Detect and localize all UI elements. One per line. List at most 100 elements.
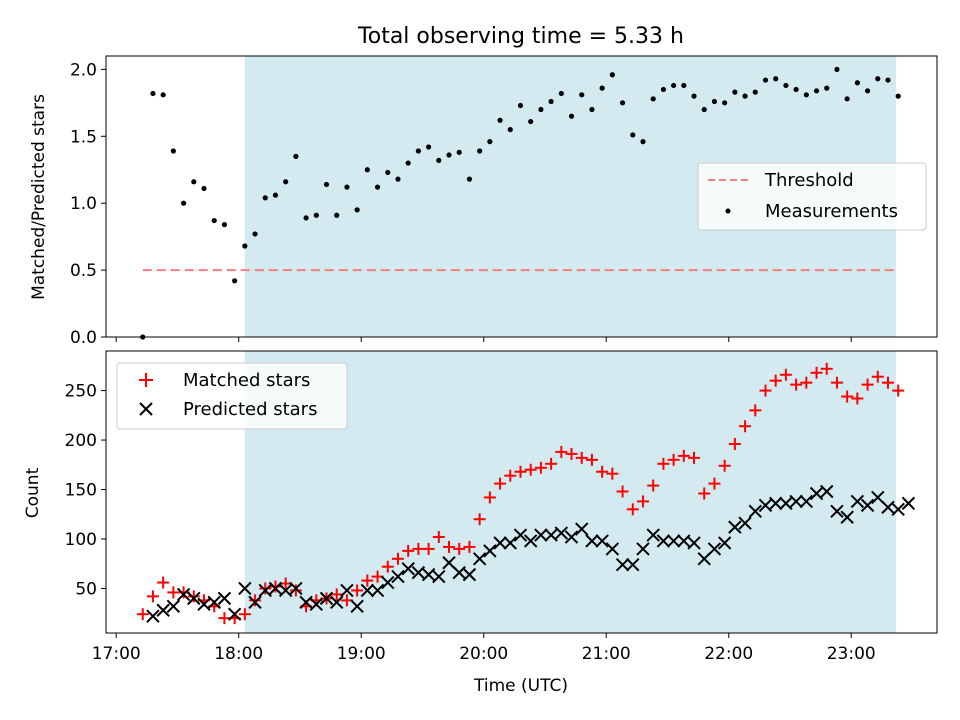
predicted-star-point (758, 498, 773, 513)
top-legend: Threshold Measurements (697, 162, 927, 231)
measurement-point (650, 96, 656, 102)
top-legend-box (697, 162, 927, 231)
matched-star-point (524, 463, 537, 476)
measurement-point (232, 278, 238, 284)
matched-star-point (851, 392, 864, 405)
matched-star-point (841, 390, 854, 403)
measurement-point (405, 160, 411, 166)
predicted-star-point (513, 528, 528, 542)
measurement-point (813, 88, 820, 94)
predicted-star-point (472, 552, 487, 566)
predicted-star-point (901, 496, 916, 511)
matched-star-point (534, 461, 547, 474)
predicted-star-point (156, 603, 170, 617)
legend-threshold-label: Threshold (764, 170, 854, 191)
matched-star-point (759, 384, 772, 397)
matched-star-point (698, 487, 711, 500)
legend-measurement-label: Measurements (765, 201, 898, 222)
predicted-star-point (360, 583, 375, 598)
predicted-star-point (646, 528, 660, 542)
predicted-star-point (534, 528, 548, 542)
measurement-point (487, 139, 493, 145)
predicted-star-point (850, 494, 865, 509)
measurement-point (364, 167, 370, 173)
matched-star-point (167, 586, 180, 599)
matched-star-point (381, 560, 394, 573)
matched-star-point (636, 495, 649, 508)
legend-measurement-swatch (725, 208, 731, 214)
measurement-point (528, 118, 534, 125)
bottom-y-ticks: 50 100 150 200 250 (65, 382, 106, 599)
measurement-point (221, 222, 228, 228)
predicted-star-point (779, 496, 793, 511)
predicted-star-point (615, 558, 630, 572)
measurement-point (691, 93, 697, 99)
matched-star-point (810, 366, 823, 379)
measurement-point (548, 98, 554, 105)
predicted-star-point (217, 591, 232, 606)
predicted-star-point (707, 542, 722, 556)
predicted-star-point (278, 583, 293, 598)
y-tick-label: 1.5 (70, 127, 97, 147)
measurement-point (313, 212, 319, 218)
measurement-point (579, 92, 585, 98)
x-tick-label: 18:00 (214, 644, 263, 664)
predicted-star-point (432, 569, 446, 584)
measurement-point (180, 200, 187, 206)
bottom-plot-frame (105, 350, 938, 634)
predicted-star-point (238, 581, 252, 596)
predicted-star-point (666, 534, 681, 548)
predicted-star-point (687, 536, 701, 550)
measurement-point (456, 149, 462, 155)
measurement-point (201, 185, 207, 192)
measurement-point (885, 77, 891, 83)
predicted-star-point (350, 599, 364, 613)
predicted-star-point (370, 583, 385, 598)
matched-star-point (422, 542, 435, 555)
matched-star-point (157, 576, 170, 589)
matched-star-point (238, 608, 251, 621)
predicted-star-point (381, 575, 395, 590)
matched-star-point (463, 540, 476, 553)
measurement-point (538, 106, 544, 113)
matched-star-point (871, 370, 884, 383)
predicted-star-point (289, 581, 303, 596)
predicted-star-point (340, 583, 354, 598)
measurement-point (150, 90, 156, 97)
measurement-point (640, 139, 646, 145)
measurement-point (722, 100, 728, 106)
measurement-point (793, 86, 799, 93)
measurement-point (507, 126, 513, 133)
predicted-star-point (187, 591, 201, 606)
predicted-star-point (330, 595, 344, 610)
y-tick-label: 250 (65, 382, 97, 402)
matched-star-point (688, 451, 701, 464)
measurement-point (374, 184, 381, 190)
predicted-star-point (523, 534, 538, 548)
measurement-point (671, 82, 677, 89)
predicted-star-point (564, 530, 579, 544)
matched-star-point (249, 594, 262, 607)
measurement-point (517, 102, 524, 109)
matched-star-point (585, 453, 598, 466)
predicted-star-point (452, 565, 466, 580)
predicted-star-point (391, 569, 405, 584)
predicted-star-point (768, 496, 783, 511)
predicted-star-point (442, 556, 456, 570)
bottom-panel: 50 100 150 200 250 17:00 18:00 19:00 20:00 21:00… (23, 350, 938, 696)
matched-star-point (626, 503, 639, 516)
matched-star-point (575, 451, 588, 464)
predicted-star-point (585, 534, 599, 548)
bottom-legend: Matched stars Predicted stars (116, 362, 348, 430)
matched-star-point (769, 374, 782, 387)
predicted-star-point (809, 486, 824, 501)
y-tick-label: 2.0 (70, 60, 97, 80)
matched-star-point (830, 376, 843, 389)
measurement-point (609, 72, 615, 78)
predicted-star-point (799, 494, 814, 509)
measurement-point (752, 89, 758, 95)
measurement-point (558, 90, 564, 97)
measurement-point (660, 86, 667, 93)
predicted-star-point (483, 544, 497, 558)
